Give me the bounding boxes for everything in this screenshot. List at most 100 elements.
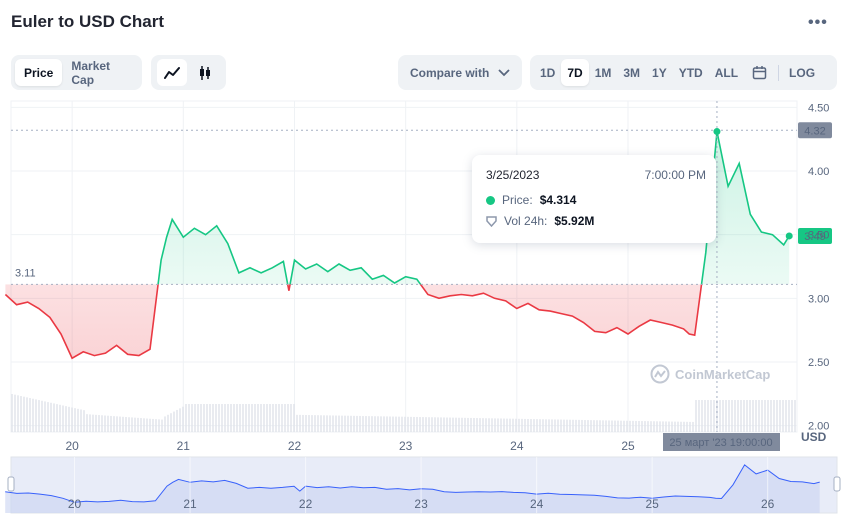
coinmarketcap-logo-icon: [650, 364, 670, 384]
volume-bar: [65, 406, 67, 432]
volume-bar: [653, 421, 655, 432]
volume-bar: [137, 417, 139, 432]
volume-bar: [365, 416, 367, 432]
price-dot-icon: [486, 195, 495, 205]
volume-bar: [77, 408, 79, 432]
volume-bar: [50, 402, 52, 432]
volume-bar: [668, 421, 670, 432]
volume-bar: [683, 421, 685, 432]
volume-bar: [515, 418, 517, 432]
volume-bar: [110, 415, 112, 432]
range-7d[interactable]: 7D: [561, 59, 589, 86]
volume-bar: [221, 404, 223, 432]
range-navigator[interactable]: 20 21 22 23 24 25 26: [5, 456, 841, 514]
volume-bar: [191, 404, 193, 432]
navigator-line: [5, 464, 820, 503]
compare-label: Compare with: [410, 65, 490, 80]
volume-bar: [530, 419, 532, 432]
volume-bar: [44, 401, 46, 432]
volume-bar: [308, 415, 310, 432]
volume-bar: [512, 418, 514, 432]
volume-bar: [548, 419, 550, 432]
volume-bar: [578, 419, 580, 432]
navigator-tick-label: 24: [530, 497, 544, 511]
volume-bar: [251, 404, 253, 432]
volume-bar: [122, 416, 124, 432]
volume-bar: [320, 415, 322, 432]
tooltip-time: 7:00:00 PM: [644, 168, 706, 182]
compare-with-dropdown[interactable]: Compare with: [398, 55, 522, 90]
tooltip-price-label: Price:: [502, 193, 533, 207]
price-line: [4, 131, 790, 360]
line-chart-button[interactable]: [156, 59, 187, 86]
volume-bar: [737, 400, 739, 432]
current-value-badge: [798, 227, 832, 244]
volume-bar: [416, 416, 418, 432]
volume-bar: [185, 404, 187, 432]
volume-bar: [380, 416, 382, 432]
navigator-tick-label: 21: [183, 497, 197, 511]
navigator-tick-label: 23: [414, 497, 428, 511]
volume-bar: [248, 404, 250, 432]
volume-bar: [743, 400, 745, 432]
range-1y[interactable]: 1Y: [652, 65, 667, 80]
volume-bar: [20, 396, 22, 432]
volume-bar: [83, 410, 85, 432]
range-3m[interactable]: 3M: [623, 65, 641, 80]
range-1d[interactable]: 1D: [540, 65, 556, 80]
volume-bar: [164, 416, 166, 432]
volume-bar: [773, 400, 775, 432]
volume-bar: [593, 420, 595, 432]
chart-annotations: 3.11 4.32 25 март '23 19:00:00 3.49: [11, 101, 832, 451]
volume-bar: [554, 419, 556, 432]
volume-bar: [413, 416, 415, 432]
volume-bar: [656, 421, 658, 432]
date-picker-button[interactable]: [744, 59, 774, 86]
volume-bar: [89, 414, 91, 432]
tab-market-cap[interactable]: Market Cap: [71, 58, 111, 87]
range-all[interactable]: ALL: [714, 65, 739, 80]
volume-bar: [539, 419, 541, 432]
volume-bar: [263, 404, 265, 432]
range-ytd[interactable]: YTD: [678, 65, 703, 80]
x-tick-label: 24: [510, 439, 524, 453]
volume-bar: [494, 418, 496, 432]
volume-bar: [398, 416, 400, 432]
candlestick-button[interactable]: [190, 59, 220, 86]
volume-bar: [677, 421, 679, 432]
tab-price[interactable]: Price: [15, 59, 63, 86]
volume-bar: [356, 415, 358, 432]
volume-bar: [53, 403, 55, 432]
volume-bar: [752, 400, 754, 432]
volume-bar: [311, 415, 313, 432]
range-1m[interactable]: 1M: [594, 65, 612, 80]
volume-bar: [692, 421, 694, 432]
log-scale-toggle[interactable]: LOG: [789, 65, 816, 80]
volume-bar: [242, 404, 244, 432]
volume-bar: [116, 416, 118, 432]
navigator-tick-label: 25: [645, 497, 659, 511]
volume-bar: [200, 404, 202, 432]
volume-bar: [281, 404, 283, 432]
volume-bar: [452, 417, 454, 432]
volume-bar: [659, 421, 661, 432]
volume-bar: [131, 417, 133, 432]
volume-bar: [134, 417, 136, 432]
volume-bar: [275, 404, 277, 432]
navigator-right-handle[interactable]: [833, 476, 841, 492]
volume-bar: [143, 418, 145, 432]
volume-bar: [314, 415, 316, 432]
x-tick-label: 21: [177, 439, 191, 453]
volume-bar: [347, 415, 349, 432]
tooltip-date: 3/25/2023: [486, 168, 540, 182]
volume-bar: [395, 416, 397, 432]
hover-point: [713, 128, 721, 136]
volume-bar: [470, 417, 472, 432]
volume-bar: [566, 419, 568, 432]
volume-bar: [155, 419, 157, 432]
volume-bar: [95, 414, 97, 432]
more-options-icon[interactable]: •••: [808, 14, 828, 31]
navigator-left-handle[interactable]: [7, 476, 15, 492]
volume-bar: [182, 406, 184, 432]
